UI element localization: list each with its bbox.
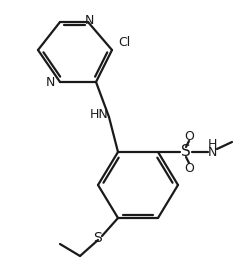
Text: H: H bbox=[206, 138, 216, 150]
Text: O: O bbox=[183, 129, 193, 143]
Text: S: S bbox=[93, 231, 102, 245]
Text: N: N bbox=[84, 14, 93, 27]
Text: O: O bbox=[183, 162, 193, 175]
Text: N: N bbox=[206, 146, 216, 159]
Text: Cl: Cl bbox=[117, 36, 130, 48]
Text: HN: HN bbox=[89, 109, 108, 122]
Text: N: N bbox=[45, 76, 55, 88]
Text: S: S bbox=[180, 144, 190, 159]
